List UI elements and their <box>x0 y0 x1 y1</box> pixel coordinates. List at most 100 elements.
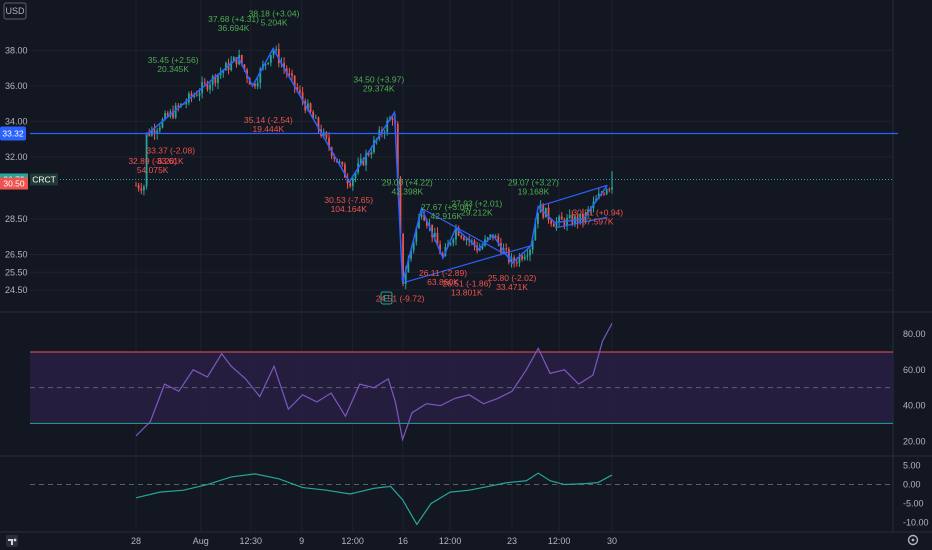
candle-body <box>431 224 434 238</box>
candle-body <box>301 92 304 101</box>
candle-body <box>441 253 444 256</box>
annotation-volume: 20.345K <box>157 64 189 74</box>
annotation-value: 26.11 (-2.89) <box>419 268 467 278</box>
price-tick-label: 28.50 <box>5 214 28 224</box>
annotation-volume: 19.168K <box>518 186 550 196</box>
annotation-value: 26.51 (-1.86) <box>442 278 491 288</box>
candle-body <box>161 119 164 128</box>
time-tick-label[interactable]: Aug <box>193 536 209 546</box>
trend-line[interactable] <box>538 184 608 208</box>
pattern-overlay[interactable] <box>145 47 608 284</box>
earnings-marker-label: E <box>383 294 389 304</box>
candle-body <box>185 102 188 105</box>
candle-body <box>460 235 463 238</box>
currency-label: USD <box>5 6 25 16</box>
candle-body <box>317 117 320 130</box>
candle-body <box>256 82 259 87</box>
candle-body <box>568 214 571 218</box>
time-tick-label[interactable]: 30 <box>607 536 617 546</box>
currency-label-box[interactable] <box>3 2 27 20</box>
candle-body <box>560 216 563 220</box>
candle-body <box>481 245 484 249</box>
time-tick-label[interactable]: 9 <box>299 536 304 546</box>
candle-body <box>346 177 349 184</box>
gear-icon[interactable] <box>907 534 919 546</box>
trend-line[interactable] <box>421 207 513 259</box>
candle-body <box>433 232 436 238</box>
candle-body <box>537 212 539 224</box>
candle-body <box>254 83 256 87</box>
oscillator-line[interactable] <box>135 472 613 526</box>
candle-body <box>521 255 523 260</box>
trend-line[interactable] <box>402 245 532 284</box>
candle-body <box>455 227 457 240</box>
annotation-value: 35.45 (+2.56) <box>148 55 199 65</box>
time-tick-label[interactable]: 12:00 <box>439 536 462 546</box>
time-tick-label[interactable]: 23 <box>507 536 517 546</box>
candle-body <box>195 95 198 97</box>
candle-body <box>399 178 402 234</box>
candle-body <box>137 185 140 189</box>
horizontal-line-tag[interactable] <box>0 126 26 141</box>
candle-body <box>338 161 341 163</box>
rsi-line[interactable] <box>135 323 613 442</box>
candle-body <box>164 113 166 120</box>
annotation-volume: 42.916K <box>431 211 463 221</box>
price-tick-label: 36.00 <box>5 81 28 91</box>
tradingview-logo-icon[interactable] <box>6 535 18 547</box>
time-tick-label[interactable]: 12:30 <box>239 536 262 546</box>
candle-body <box>354 172 357 179</box>
candle-body <box>190 93 193 97</box>
annotation-volume: 36.694K <box>218 23 250 33</box>
candle-body <box>206 82 209 90</box>
time-tick-label[interactable]: 16 <box>398 536 408 546</box>
candle-body <box>544 207 547 218</box>
price-axis-left[interactable]: 38.00 36.00 34.00 32.00 28.50 26.50 25.50 24.50 <box>5 45 28 295</box>
candle-body <box>150 129 153 136</box>
candle-body <box>603 193 605 195</box>
candle-body <box>158 127 161 131</box>
candle-body <box>420 214 423 217</box>
candle-body <box>410 250 412 259</box>
candle-body <box>193 95 196 97</box>
candle-body <box>608 189 611 191</box>
oscillator-tick-label: -5.00 <box>903 498 924 508</box>
candle-body <box>333 156 336 159</box>
candle-body <box>486 237 489 240</box>
candle-body <box>367 153 370 155</box>
candle-body <box>378 130 381 139</box>
candle-body <box>534 223 537 241</box>
candle-body <box>174 105 177 118</box>
annotation-volume: 29.212K <box>461 208 493 218</box>
time-tick-label[interactable]: 28 <box>131 536 141 546</box>
oscillator-tick-label: -10.00 <box>903 517 929 527</box>
candle-body <box>513 257 516 263</box>
candle-body <box>156 130 159 134</box>
time-tick-label[interactable]: 12:00 <box>548 536 571 546</box>
macd-pane: 5.00 0.00 -5.00 -10.00 <box>30 461 929 527</box>
candle-body <box>272 50 275 56</box>
annotation-value: 27.67 (+3.04) <box>421 202 472 212</box>
annotation-volume: 104.164K <box>331 204 368 214</box>
candle-body <box>240 54 243 65</box>
earnings-marker[interactable]: E <box>380 291 393 305</box>
candle-body <box>349 183 352 187</box>
zigzag-pattern-line[interactable] <box>145 47 608 284</box>
annotation-value: 33.37 (-2.08) <box>146 145 195 155</box>
candle-body <box>211 76 214 85</box>
candle-body <box>515 262 518 264</box>
candle-body <box>299 90 301 93</box>
candle-body <box>579 213 582 223</box>
rsi-tick-label: 60.00 <box>903 365 926 375</box>
candle-body <box>275 48 278 51</box>
candle-body <box>418 216 420 229</box>
annotation-value: 32.89 (-6.20) <box>128 156 177 166</box>
annotation-value: 34.50 (+3.97) <box>353 74 404 84</box>
time-tick-label[interactable]: 12:00 <box>341 536 364 546</box>
candle-body <box>222 70 225 73</box>
time-axis[interactable]: 28 Aug 12:30 9 12:00 16 12:00 23 12:00 30 <box>131 536 617 546</box>
trend-line[interactable] <box>554 216 608 229</box>
symbol-tag[interactable] <box>30 173 58 186</box>
horizontal-line-33-32[interactable]: 33.3230.73CRCT30.50 <box>0 126 898 190</box>
